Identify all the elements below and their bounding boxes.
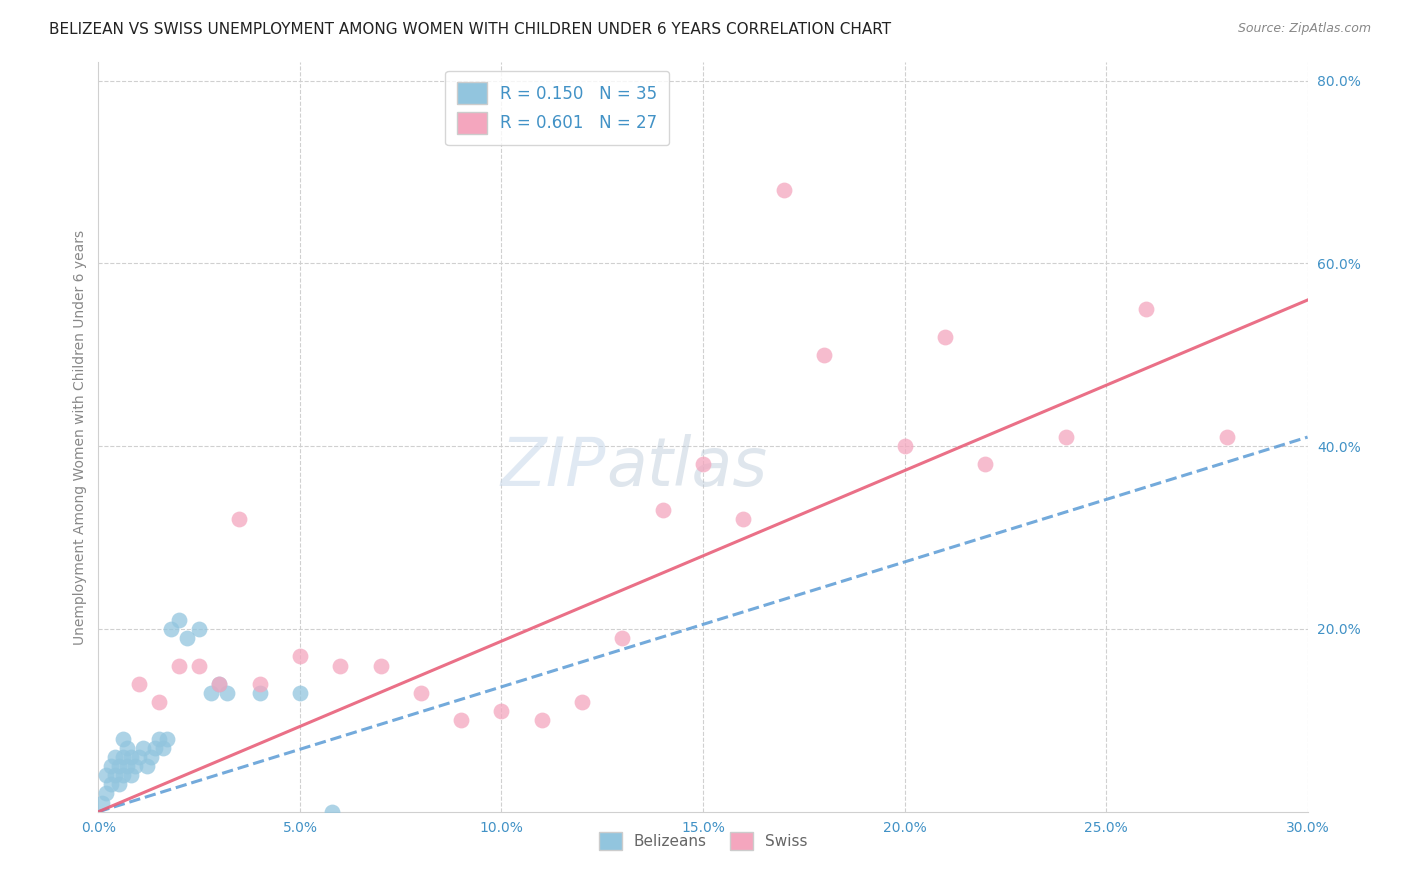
Point [124, 759, 146, 773]
Point [96, 787, 118, 801]
Point [128, 750, 150, 764]
Point [329, 658, 352, 673]
Point [188, 658, 211, 673]
Point [409, 686, 432, 700]
Point [491, 704, 513, 718]
Point [208, 677, 231, 691]
Point [156, 731, 179, 746]
Point [111, 750, 134, 764]
Legend: Belizeans, Swiss: Belizeans, Swiss [592, 826, 814, 856]
Point [143, 740, 166, 755]
Point [115, 740, 138, 755]
Point [100, 777, 122, 791]
Point [160, 622, 183, 636]
Text: BELIZEAN VS SWISS UNEMPLOYMENT AMONG WOMEN WITH CHILDREN UNDER 6 YEARS CORRELATI: BELIZEAN VS SWISS UNEMPLOYMENT AMONG WOM… [49, 22, 891, 37]
Point [107, 759, 129, 773]
Point [103, 768, 125, 782]
Point [1135, 302, 1157, 317]
Point [100, 759, 122, 773]
Point [135, 759, 157, 773]
Point [288, 649, 311, 664]
Point [370, 658, 392, 673]
Point [450, 714, 472, 728]
Point [167, 658, 190, 673]
Point [107, 777, 129, 791]
Point [288, 686, 311, 700]
Point [128, 677, 150, 691]
Point [733, 512, 755, 526]
Point [111, 731, 134, 746]
Point [974, 458, 997, 472]
Point [228, 512, 250, 526]
Point [188, 622, 211, 636]
Point [115, 759, 138, 773]
Y-axis label: Unemployment Among Women with Children Under 6 years: Unemployment Among Women with Children U… [73, 229, 87, 645]
Point [1216, 430, 1239, 444]
Point [530, 714, 553, 728]
Point [96, 768, 118, 782]
Text: atlas: atlas [606, 434, 768, 500]
Text: Source: ZipAtlas.com: Source: ZipAtlas.com [1237, 22, 1371, 36]
Point [692, 458, 714, 472]
Text: ZIP: ZIP [501, 434, 606, 500]
Point [200, 686, 222, 700]
Point [167, 613, 190, 627]
Point [893, 439, 915, 453]
Point [91, 796, 114, 810]
Point [152, 740, 174, 755]
Point [148, 731, 170, 746]
Point [132, 740, 155, 755]
Point [571, 695, 593, 709]
Point [103, 750, 125, 764]
Point [120, 750, 142, 764]
Point [148, 695, 170, 709]
Point [651, 503, 673, 517]
Point [612, 631, 634, 645]
Point [321, 805, 343, 819]
Point [772, 183, 794, 197]
Point [139, 750, 162, 764]
Point [208, 677, 231, 691]
Point [249, 686, 271, 700]
Point [934, 329, 956, 343]
Point [1054, 430, 1077, 444]
Point [249, 677, 271, 691]
Point [120, 768, 142, 782]
Point [217, 686, 239, 700]
Point [176, 631, 198, 645]
Point [111, 768, 134, 782]
Point [813, 348, 835, 362]
